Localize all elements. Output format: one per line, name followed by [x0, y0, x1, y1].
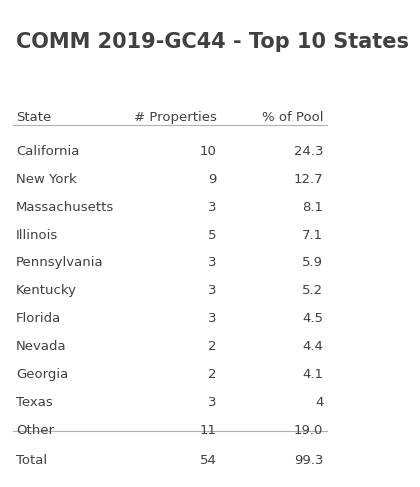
Text: 3: 3: [208, 257, 216, 269]
Text: 4.4: 4.4: [302, 340, 323, 353]
Text: 10: 10: [200, 145, 216, 158]
Text: 99.3: 99.3: [294, 454, 323, 468]
Text: 11: 11: [200, 424, 216, 437]
Text: 9: 9: [208, 173, 216, 186]
Text: # Properties: # Properties: [134, 111, 216, 124]
Text: 5.2: 5.2: [302, 284, 323, 298]
Text: 54: 54: [200, 454, 216, 468]
Text: 4.5: 4.5: [302, 312, 323, 325]
Text: Nevada: Nevada: [16, 340, 67, 353]
Text: 5: 5: [208, 228, 216, 242]
Text: 2: 2: [208, 368, 216, 381]
Text: 24.3: 24.3: [294, 145, 323, 158]
Text: Pennsylvania: Pennsylvania: [16, 257, 104, 269]
Text: 3: 3: [208, 284, 216, 298]
Text: Total: Total: [16, 454, 47, 468]
Text: New York: New York: [16, 173, 77, 186]
Text: State: State: [16, 111, 51, 124]
Text: 19.0: 19.0: [294, 424, 323, 437]
Text: California: California: [16, 145, 79, 158]
Text: 3: 3: [208, 201, 216, 214]
Text: Texas: Texas: [16, 396, 53, 409]
Text: 3: 3: [208, 396, 216, 409]
Text: 7.1: 7.1: [302, 228, 323, 242]
Text: 4.1: 4.1: [302, 368, 323, 381]
Text: Florida: Florida: [16, 312, 61, 325]
Text: 8.1: 8.1: [302, 201, 323, 214]
Text: Other: Other: [16, 424, 54, 437]
Text: Illinois: Illinois: [16, 228, 58, 242]
Text: % of Pool: % of Pool: [262, 111, 323, 124]
Text: 2: 2: [208, 340, 216, 353]
Text: Kentucky: Kentucky: [16, 284, 77, 298]
Text: COMM 2019-GC44 - Top 10 States: COMM 2019-GC44 - Top 10 States: [16, 32, 409, 52]
Text: Massachusetts: Massachusetts: [16, 201, 114, 214]
Text: 3: 3: [208, 312, 216, 325]
Text: 5.9: 5.9: [302, 257, 323, 269]
Text: 4: 4: [315, 396, 323, 409]
Text: Georgia: Georgia: [16, 368, 68, 381]
Text: 12.7: 12.7: [294, 173, 323, 186]
